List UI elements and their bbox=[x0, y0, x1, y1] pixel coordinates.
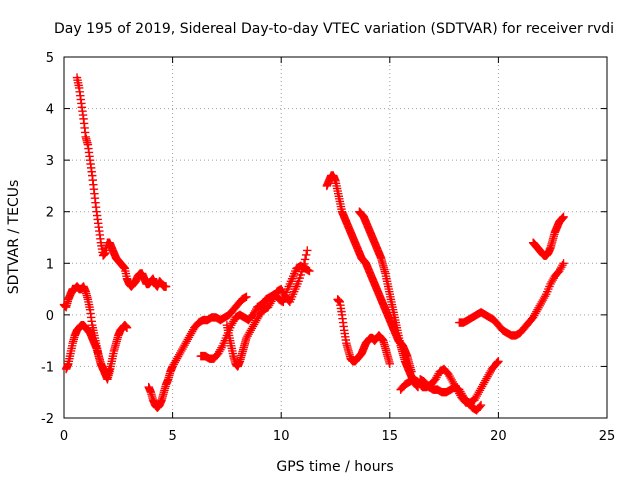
data-point bbox=[559, 212, 568, 222]
series-track-e bbox=[196, 261, 314, 363]
data-point bbox=[297, 267, 307, 276]
series-track-d bbox=[144, 292, 251, 412]
series-track-i bbox=[333, 295, 394, 369]
series-track-g bbox=[322, 171, 416, 376]
data-point bbox=[475, 402, 485, 411]
x-tick-label: 5 bbox=[168, 429, 176, 444]
y-tick-label: 2 bbox=[46, 206, 54, 221]
data-point bbox=[476, 400, 486, 410]
x-tick-label: 25 bbox=[599, 429, 616, 444]
series-track-h bbox=[355, 207, 423, 392]
x-axis-label: GPS time / hours bbox=[276, 459, 393, 475]
y-tick-label: 4 bbox=[46, 103, 54, 118]
y-tick-label: 1 bbox=[46, 257, 54, 272]
data-point bbox=[385, 359, 394, 369]
data-point bbox=[559, 259, 568, 268]
y-tick-label: 5 bbox=[46, 51, 54, 66]
data-point bbox=[299, 259, 309, 269]
data-point bbox=[296, 270, 305, 280]
data-point bbox=[122, 323, 132, 332]
chart-title: Day 195 of 2019, Sidereal Day-to-day VTE… bbox=[54, 21, 614, 37]
x-tick-label: 10 bbox=[273, 429, 290, 444]
series-track-m bbox=[528, 212, 568, 260]
series-track-k bbox=[416, 375, 486, 415]
y-axis-label: SDTVAR / TECUs bbox=[6, 180, 22, 295]
data-point bbox=[295, 273, 304, 283]
y-tick-label: -1 bbox=[41, 360, 54, 375]
plot-frame bbox=[63, 56, 608, 419]
y-tick-label: -2 bbox=[41, 412, 54, 427]
x-tick-label: 20 bbox=[490, 429, 507, 444]
data-point bbox=[301, 250, 311, 260]
x-tick-label: 15 bbox=[382, 429, 399, 444]
y-tick-label: 0 bbox=[46, 309, 54, 324]
data-point bbox=[161, 282, 171, 291]
data-point bbox=[494, 357, 503, 366]
y-tick-label: 3 bbox=[46, 154, 54, 169]
data-point bbox=[300, 255, 310, 264]
series-track-j bbox=[396, 357, 503, 407]
data-points bbox=[59, 73, 568, 415]
data-point bbox=[242, 292, 251, 302]
series-track-f bbox=[222, 246, 312, 371]
x-tick-label: 0 bbox=[60, 429, 68, 444]
data-point bbox=[294, 277, 303, 286]
axis-ticks bbox=[63, 56, 608, 419]
data-point bbox=[305, 266, 314, 276]
data-point bbox=[303, 246, 312, 255]
data-point bbox=[298, 264, 308, 273]
series-track-l bbox=[455, 259, 568, 340]
series-track-c bbox=[61, 320, 132, 384]
grid bbox=[64, 57, 607, 418]
tick-labels: 0 5 10 15 20 25 -2 -1 0 1 2 3 4 5 bbox=[41, 51, 615, 444]
series-track-a bbox=[72, 73, 171, 291]
